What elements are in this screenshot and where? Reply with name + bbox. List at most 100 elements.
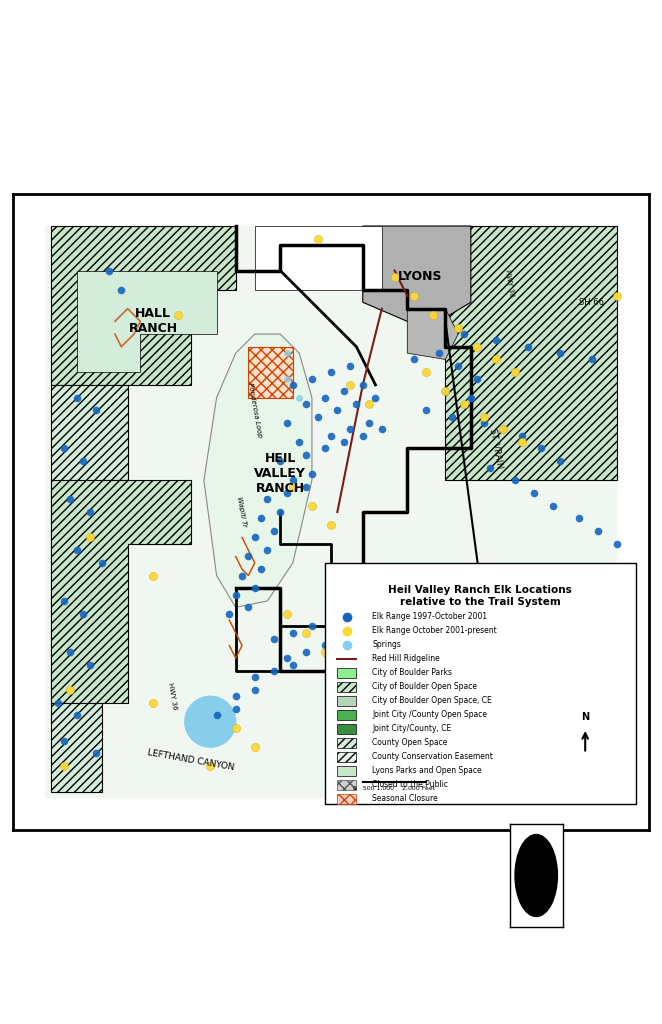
Point (453, 357, 463, 374)
FancyBboxPatch shape (324, 563, 636, 804)
Point (573, 510, 584, 526)
Bar (338, 682, 356, 692)
Text: ST. VRAIN: ST. VRAIN (489, 428, 504, 469)
Point (65, 492, 75, 508)
Point (287, 656, 298, 673)
Point (281, 371, 292, 387)
Point (250, 739, 260, 756)
Point (301, 395, 311, 412)
Point (338, 434, 349, 451)
Text: LEFTHAND CANYON: LEFTHAND CANYON (147, 748, 236, 772)
Point (599, 631, 610, 647)
Point (459, 326, 470, 342)
Point (440, 700, 451, 717)
Point (459, 771, 470, 787)
Bar (338, 668, 356, 678)
Point (256, 510, 266, 526)
Point (237, 567, 248, 584)
Point (529, 484, 540, 501)
Point (567, 682, 578, 698)
Point (301, 644, 311, 660)
Point (230, 688, 241, 705)
Point (103, 262, 114, 279)
Point (326, 612, 336, 629)
Point (91, 402, 101, 419)
Bar (338, 724, 356, 734)
Point (281, 345, 292, 361)
Point (592, 669, 603, 685)
Point (262, 492, 273, 508)
Point (301, 446, 311, 463)
Point (256, 561, 266, 578)
Point (59, 593, 70, 609)
Point (59, 732, 70, 749)
Point (459, 395, 470, 412)
Text: Joint City/County, CE: Joint City/County, CE (372, 724, 451, 733)
Point (536, 732, 546, 749)
Text: Lyons Parks and Open Space: Lyons Parks and Open Space (372, 766, 482, 775)
Point (269, 523, 279, 540)
Point (446, 409, 457, 425)
Bar (338, 752, 356, 762)
Point (275, 453, 285, 469)
Point (561, 618, 571, 635)
Point (421, 758, 432, 774)
Polygon shape (248, 347, 293, 397)
Text: HWY 36: HWY 36 (504, 269, 514, 297)
Point (497, 783, 508, 800)
Point (536, 440, 546, 457)
Point (472, 371, 483, 387)
Point (440, 764, 451, 780)
Point (294, 434, 305, 451)
Text: County Open Space: County Open Space (372, 738, 448, 748)
Polygon shape (446, 226, 617, 480)
Point (516, 790, 527, 806)
Point (497, 421, 508, 437)
Point (345, 377, 355, 393)
Polygon shape (363, 226, 471, 322)
Point (364, 415, 375, 431)
Point (478, 714, 489, 730)
Point (52, 694, 63, 711)
Point (84, 656, 95, 673)
Point (230, 700, 241, 717)
Point (319, 637, 330, 653)
Text: HWY 36: HWY 36 (167, 682, 177, 711)
Point (91, 745, 101, 762)
Text: ●: ● (526, 865, 546, 886)
Point (250, 669, 260, 685)
Point (497, 421, 508, 437)
Point (326, 516, 336, 532)
Point (287, 478, 298, 495)
Point (326, 364, 336, 380)
Point (319, 389, 330, 406)
Point (389, 268, 400, 285)
Point (307, 618, 317, 635)
Point (319, 440, 330, 457)
Point (485, 593, 495, 609)
Circle shape (515, 835, 557, 916)
Bar (338, 766, 356, 776)
Point (580, 625, 591, 641)
Bar (338, 779, 356, 790)
Point (269, 663, 279, 679)
Point (485, 460, 495, 476)
Point (453, 319, 463, 336)
Point (510, 364, 520, 380)
Point (516, 434, 527, 451)
Point (459, 708, 470, 724)
Point (269, 631, 279, 647)
Polygon shape (52, 226, 236, 385)
Point (587, 688, 597, 705)
Point (472, 339, 483, 355)
Point (71, 708, 82, 724)
Point (313, 409, 324, 425)
Text: City of Boulder Parks: City of Boulder Parks (372, 669, 452, 677)
Bar (338, 710, 356, 720)
Point (78, 605, 89, 622)
Text: Ponderosa Loop: Ponderosa Loop (247, 382, 263, 438)
Point (307, 466, 317, 482)
Point (230, 587, 241, 603)
Point (408, 288, 419, 304)
Point (97, 555, 107, 571)
